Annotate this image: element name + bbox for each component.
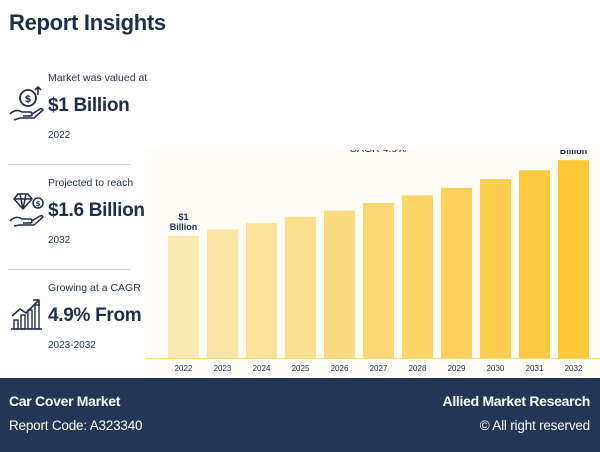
bar-2025 bbox=[285, 216, 316, 358]
stat-market-value: $ Market was valued at $1 Billion 2022 bbox=[8, 72, 147, 172]
bar-2024 bbox=[246, 223, 277, 358]
x-tick-label: 2030 bbox=[487, 364, 505, 373]
stat-year: 2032 bbox=[48, 235, 71, 246]
stat-value: 4.9% From bbox=[48, 305, 142, 326]
bar-2028 bbox=[402, 195, 433, 358]
bar-2029 bbox=[441, 187, 472, 358]
x-tick-label: 2022 bbox=[175, 364, 193, 373]
diamond-hand-icon: $ bbox=[9, 193, 44, 227]
bar-2032 bbox=[558, 160, 589, 358]
cagr-annotation: CAGR 4.9% bbox=[349, 150, 406, 155]
x-tick-label: 2025 bbox=[292, 364, 310, 373]
divider bbox=[8, 269, 130, 270]
page-title: Report Insights bbox=[9, 10, 166, 35]
data-label-2032: Billion bbox=[560, 150, 588, 156]
bar-chart: 2022 2023 2024 2025 2026 2027 2028 2029 2030 2031… bbox=[146, 150, 600, 376]
growth-chart-icon bbox=[11, 299, 42, 330]
copyright-text: © All right reserved bbox=[479, 418, 590, 433]
x-tick-label: 2027 bbox=[370, 364, 388, 373]
data-label-2022: Billion bbox=[170, 222, 198, 232]
market-name: Car Cover Market bbox=[9, 393, 121, 409]
stat-value: $1 Billion bbox=[48, 95, 130, 116]
money-hand-icon: $ bbox=[9, 86, 44, 121]
x-tick-label: 2031 bbox=[526, 364, 544, 373]
bar-chart-svg: 2022 2023 2024 2025 2026 2027 2028 2029 2030 2031… bbox=[146, 150, 600, 373]
svg-text:$: $ bbox=[36, 200, 41, 208]
x-tick-label: 2032 bbox=[565, 364, 583, 373]
x-tick-label: 2023 bbox=[214, 364, 232, 373]
divider bbox=[8, 164, 130, 165]
bar-2031 bbox=[519, 170, 550, 358]
stat-label: Projected to reach bbox=[48, 177, 134, 189]
stat-value: $1.6 Billion bbox=[48, 200, 145, 221]
stat-label: Growing at a CAGR bbox=[48, 282, 141, 294]
x-tick-label: 2026 bbox=[331, 364, 349, 373]
data-label-2022: $1 bbox=[178, 212, 188, 222]
stat-cagr: Growing at a CAGR 4.9% From 2023-2032 bbox=[8, 282, 142, 382]
stat-label: Market was valued at bbox=[48, 72, 148, 84]
stat-projected-value: $ Projected to reach $1.6 Billion 2032 bbox=[8, 177, 145, 277]
x-tick-label: 2024 bbox=[253, 364, 271, 373]
report-code: Report Code: A323340 bbox=[9, 418, 143, 433]
x-tick-label: 2028 bbox=[409, 364, 427, 373]
bar-2030 bbox=[480, 179, 511, 358]
stat-year: 2022 bbox=[48, 130, 71, 141]
x-tick-label: 2029 bbox=[448, 364, 466, 373]
footer: Car Cover Market Report Code: A323340 Al… bbox=[0, 378, 600, 452]
bar-2023 bbox=[207, 229, 238, 358]
brand-name: Allied Market Research bbox=[442, 393, 591, 409]
svg-text:$: $ bbox=[25, 94, 32, 105]
bar-2027 bbox=[363, 203, 394, 358]
stat-period: 2023-2032 bbox=[48, 340, 96, 351]
bar-2022 bbox=[168, 235, 199, 358]
bar-2026 bbox=[324, 210, 355, 358]
